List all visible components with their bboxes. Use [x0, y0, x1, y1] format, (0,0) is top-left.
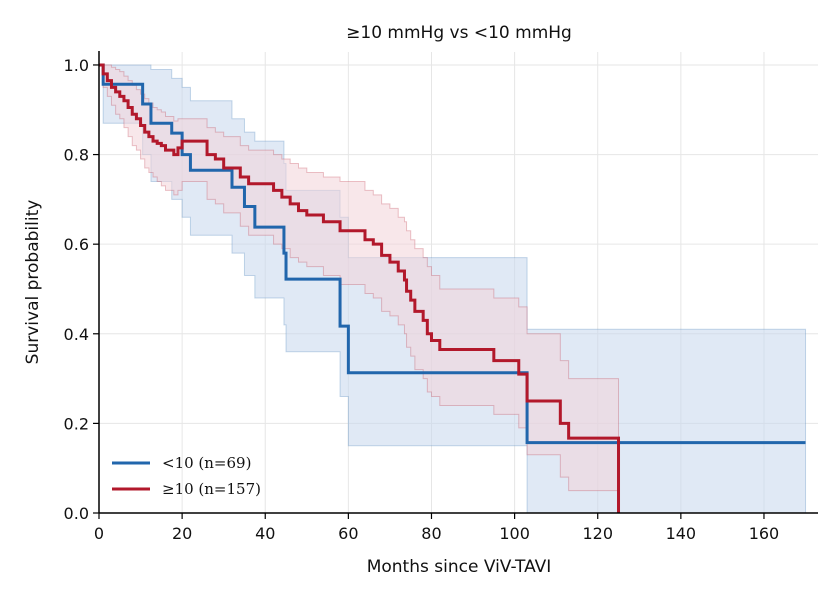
x-tick-label: 100: [499, 524, 530, 543]
survival-line-1: [99, 63, 621, 513]
y-axis-label: Survival probability: [23, 200, 43, 365]
y-tick-label: 0.2: [64, 414, 89, 433]
y-tick-label: 0.4: [64, 325, 89, 344]
x-tick-label: 0: [94, 524, 104, 543]
y-tick-label: 0.6: [64, 235, 89, 254]
x-tick-label: 140: [666, 524, 697, 543]
x-tick-label: 120: [582, 524, 613, 543]
confidence-bands: [99, 64, 807, 514]
x-tick-label: 20: [172, 524, 192, 543]
chart-title: ≥10 mmHg vs <10 mmHg: [346, 23, 572, 43]
legend-label-ge10: ≥10 (n=157): [162, 480, 261, 498]
legend: <10 (n=69) ≥10 (n=157): [112, 454, 261, 498]
y-tick-label: 1.0: [64, 56, 89, 75]
ci-band-1: [99, 64, 620, 513]
x-tick-label: 40: [255, 524, 275, 543]
x-axis-ticks: 0 20 40 60 80 100 120 140 160: [94, 513, 779, 543]
x-tick-label: 160: [749, 524, 780, 543]
y-tick-label: 0.8: [64, 146, 89, 165]
survival-curves: [99, 63, 806, 513]
y-tick-label: 0.0: [64, 504, 89, 523]
axes: [98, 51, 818, 514]
x-tick-label: 60: [338, 524, 358, 543]
x-tick-label: 80: [421, 524, 441, 543]
survival-line-0: [99, 63, 806, 445]
y-axis-ticks: 0.0 0.2 0.4 0.6 0.8 1.0: [64, 56, 99, 523]
x-axis-label: Months since ViV-TAVI: [367, 557, 552, 577]
legend-label-lt10: <10 (n=69): [162, 454, 251, 472]
